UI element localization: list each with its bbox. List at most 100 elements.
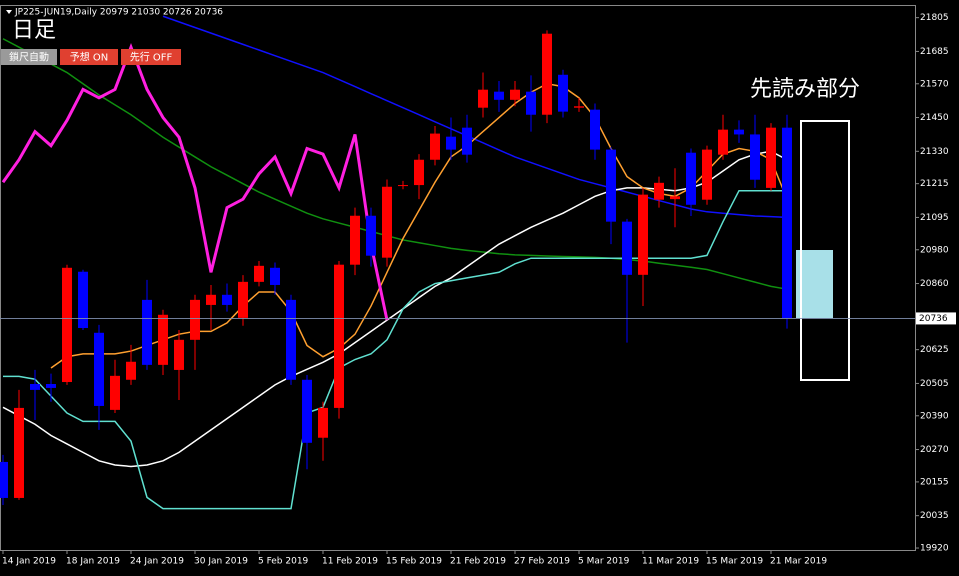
candle-body [574,106,584,108]
chart-title: 日足 [12,18,56,43]
candle-body [686,152,696,205]
y-tick-label: 20860 [920,279,949,289]
candle-body [0,461,8,498]
candle-body [718,129,728,155]
candle-body [606,149,616,222]
candle-body [30,383,40,390]
indicator-line [3,189,787,510]
candle-body [270,267,280,285]
candle-body [558,74,568,112]
candle-body [158,314,168,365]
y-tick-label: 20625 [920,345,949,355]
candle-body [462,127,472,155]
y-tick-label: 20035 [920,511,949,521]
x-tick-label: 24 Jan 2019 [130,557,184,567]
candle-body [734,129,744,135]
x-tick-label: 15 Mar 2019 [706,557,763,567]
candle-body [238,281,248,318]
symbol-info: JP225-JUN19,Daily 20979 21030 20726 2073… [14,8,223,18]
candle-body [526,91,536,115]
candle-body [334,264,344,408]
candle-body [510,89,520,100]
candle-body [46,383,56,388]
candle-body [94,332,104,406]
button-label[interactable]: 鎖尺自動 [9,51,49,64]
x-tick-label: 5 Feb 2019 [258,557,309,567]
candle-body [318,407,328,438]
current-price-label: 20736 [919,314,948,324]
candle-body [622,221,632,275]
candle-body [590,109,600,150]
candle-body [350,215,360,265]
x-tick-label: 14 Jan 2019 [2,557,56,567]
y-tick-label: 21330 [920,147,949,157]
y-tick-label: 21685 [920,47,949,57]
y-tick-label: 21450 [920,113,949,123]
x-tick-label: 15 Feb 2019 [386,557,442,567]
x-tick-label: 21 Feb 2019 [450,557,506,567]
candle-body [222,294,232,305]
candle-body [478,89,488,108]
candle-body [414,159,424,186]
menu-arrow[interactable] [6,10,12,14]
candle-body [62,267,72,383]
y-tick-label: 19920 [920,544,949,554]
candle-body [110,375,120,410]
candle-body [702,149,712,200]
candle-body [494,91,504,100]
candle-body [654,182,664,200]
candle-body [302,379,312,443]
candle-body [782,127,792,319]
forecast-box [800,120,850,381]
plot-frame [0,5,916,551]
y-tick-label: 21570 [920,79,949,89]
candle-body [206,294,216,305]
candle-body [446,136,456,150]
y-tick-label: 21215 [920,179,949,189]
annotation: 先読み部分 [750,77,860,102]
candle-body [382,186,392,258]
candle-body [254,265,264,282]
plot-area [0,15,792,510]
x-tick-label: 30 Jan 2019 [194,557,248,567]
y-tick-label: 20155 [920,477,949,487]
y-tick-label: 20390 [920,411,949,421]
x-tick-label: 27 Feb 2019 [514,557,570,567]
candle-body [750,134,760,180]
indicator-line [2,38,788,290]
candle-body [766,127,776,188]
forecast-candle [796,250,833,318]
candle-body [398,185,408,187]
x-tick-label: 11 Feb 2019 [322,557,378,567]
y-tick-label: 21095 [920,213,949,223]
candle-body [174,339,184,370]
current-price-box [916,312,956,325]
candle-body [670,196,680,200]
button-label[interactable]: 先行 OFF [130,51,173,64]
x-tick-label: 11 Mar 2019 [642,557,699,567]
candle-body [366,215,376,256]
x-tick-label: 18 Jan 2019 [66,557,120,567]
y-tick-label: 21805 [920,13,949,23]
button[interactable] [60,49,118,65]
button-label[interactable]: 予想 ON [70,51,109,64]
candle-body [430,133,440,160]
y-tick-label: 20980 [920,245,949,255]
candle-body [78,271,88,329]
candle-body [542,33,552,115]
candle-body [190,299,200,340]
button[interactable] [1,49,57,65]
x-tick-label: 21 Mar 2019 [770,557,827,567]
y-tick-label: 20270 [920,445,949,455]
candle-body [142,299,152,365]
indicator-line [1,42,389,321]
candle-body [126,361,136,380]
candle-body [14,407,24,498]
y-tick-label: 20505 [920,379,949,389]
button[interactable] [121,49,181,65]
candle-body [638,194,648,275]
candle-body [286,299,296,380]
x-tick-label: 5 Mar 2019 [578,557,630,567]
indicator-line [50,82,788,369]
